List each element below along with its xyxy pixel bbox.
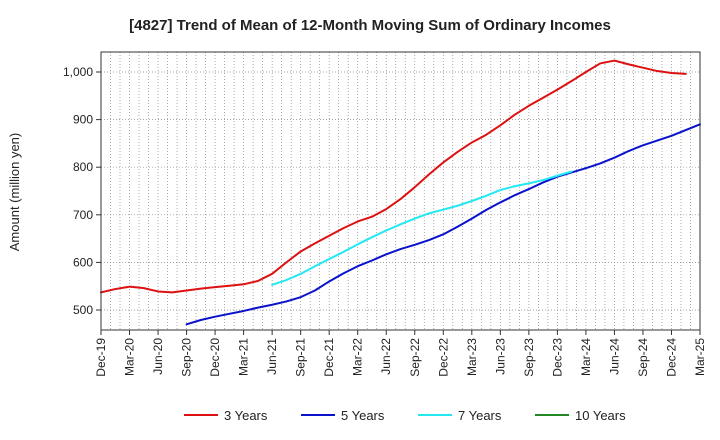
y-tick-label: 1,000: [63, 65, 93, 79]
x-tick-label: Mar-20: [123, 338, 137, 376]
x-tick-label: Sep-22: [408, 338, 422, 377]
x-tick-label: Mar-21: [237, 338, 251, 376]
legend: 3 Years 5 Years 7 Years 10 Years: [184, 408, 626, 423]
x-tick-label: Jun-20: [151, 338, 165, 375]
x-tick-label: Dec-24: [664, 338, 678, 377]
chart-title: [4827] Trend of Mean of 12-Month Moving …: [129, 17, 611, 34]
x-tick-label: Sep-21: [294, 338, 308, 377]
y-tick-label: 500: [73, 303, 93, 317]
x-tick-label: Dec-21: [322, 338, 336, 377]
y-tick-label: 900: [73, 113, 93, 127]
x-tick-label: Mar-23: [465, 338, 479, 376]
x-tick-label: Mar-22: [351, 338, 365, 376]
x-tick-label: Jun-21: [265, 338, 279, 375]
x-axis-ticks: Dec-19 Mar-20 Jun-20 Sep-20 Dec-20 Mar-21 Jun-…: [94, 330, 707, 377]
x-tick-label: Mar-25: [693, 338, 707, 376]
legend-label: 10 Years: [575, 408, 626, 423]
x-tick-label: Dec-19: [94, 338, 108, 377]
x-tick-label: Jun-24: [607, 338, 621, 375]
y-tick-label: 700: [73, 208, 93, 222]
x-tick-label: Mar-24: [579, 338, 593, 376]
y-axis-label: Amount (million yen): [7, 133, 22, 252]
plot-area: [100, 51, 701, 331]
series-line-7-years: [271, 170, 573, 286]
grid-lines: [101, 52, 700, 330]
x-tick-label: Dec-22: [436, 338, 450, 377]
legend-label: 7 Years: [458, 408, 502, 423]
series-line-5-years: [185, 123, 701, 326]
x-tick-label: Dec-20: [208, 338, 222, 377]
x-tick-label: Jun-22: [379, 338, 393, 375]
y-tick-label: 800: [73, 160, 93, 174]
x-tick-label: Sep-23: [522, 338, 536, 377]
x-tick-label: Jun-23: [493, 338, 507, 375]
y-axis-ticks: 500 600 700 800 900 1,000: [63, 65, 101, 317]
x-tick-label: Dec-23: [550, 338, 564, 377]
x-tick-label: Sep-20: [180, 338, 194, 377]
legend-label: 5 Years: [341, 408, 385, 423]
x-tick-label: Sep-24: [636, 338, 650, 377]
series-line-3-years: [100, 59, 687, 294]
y-tick-label: 600: [73, 255, 93, 269]
legend-label: 3 Years: [224, 408, 268, 423]
series-lines: [100, 59, 701, 326]
